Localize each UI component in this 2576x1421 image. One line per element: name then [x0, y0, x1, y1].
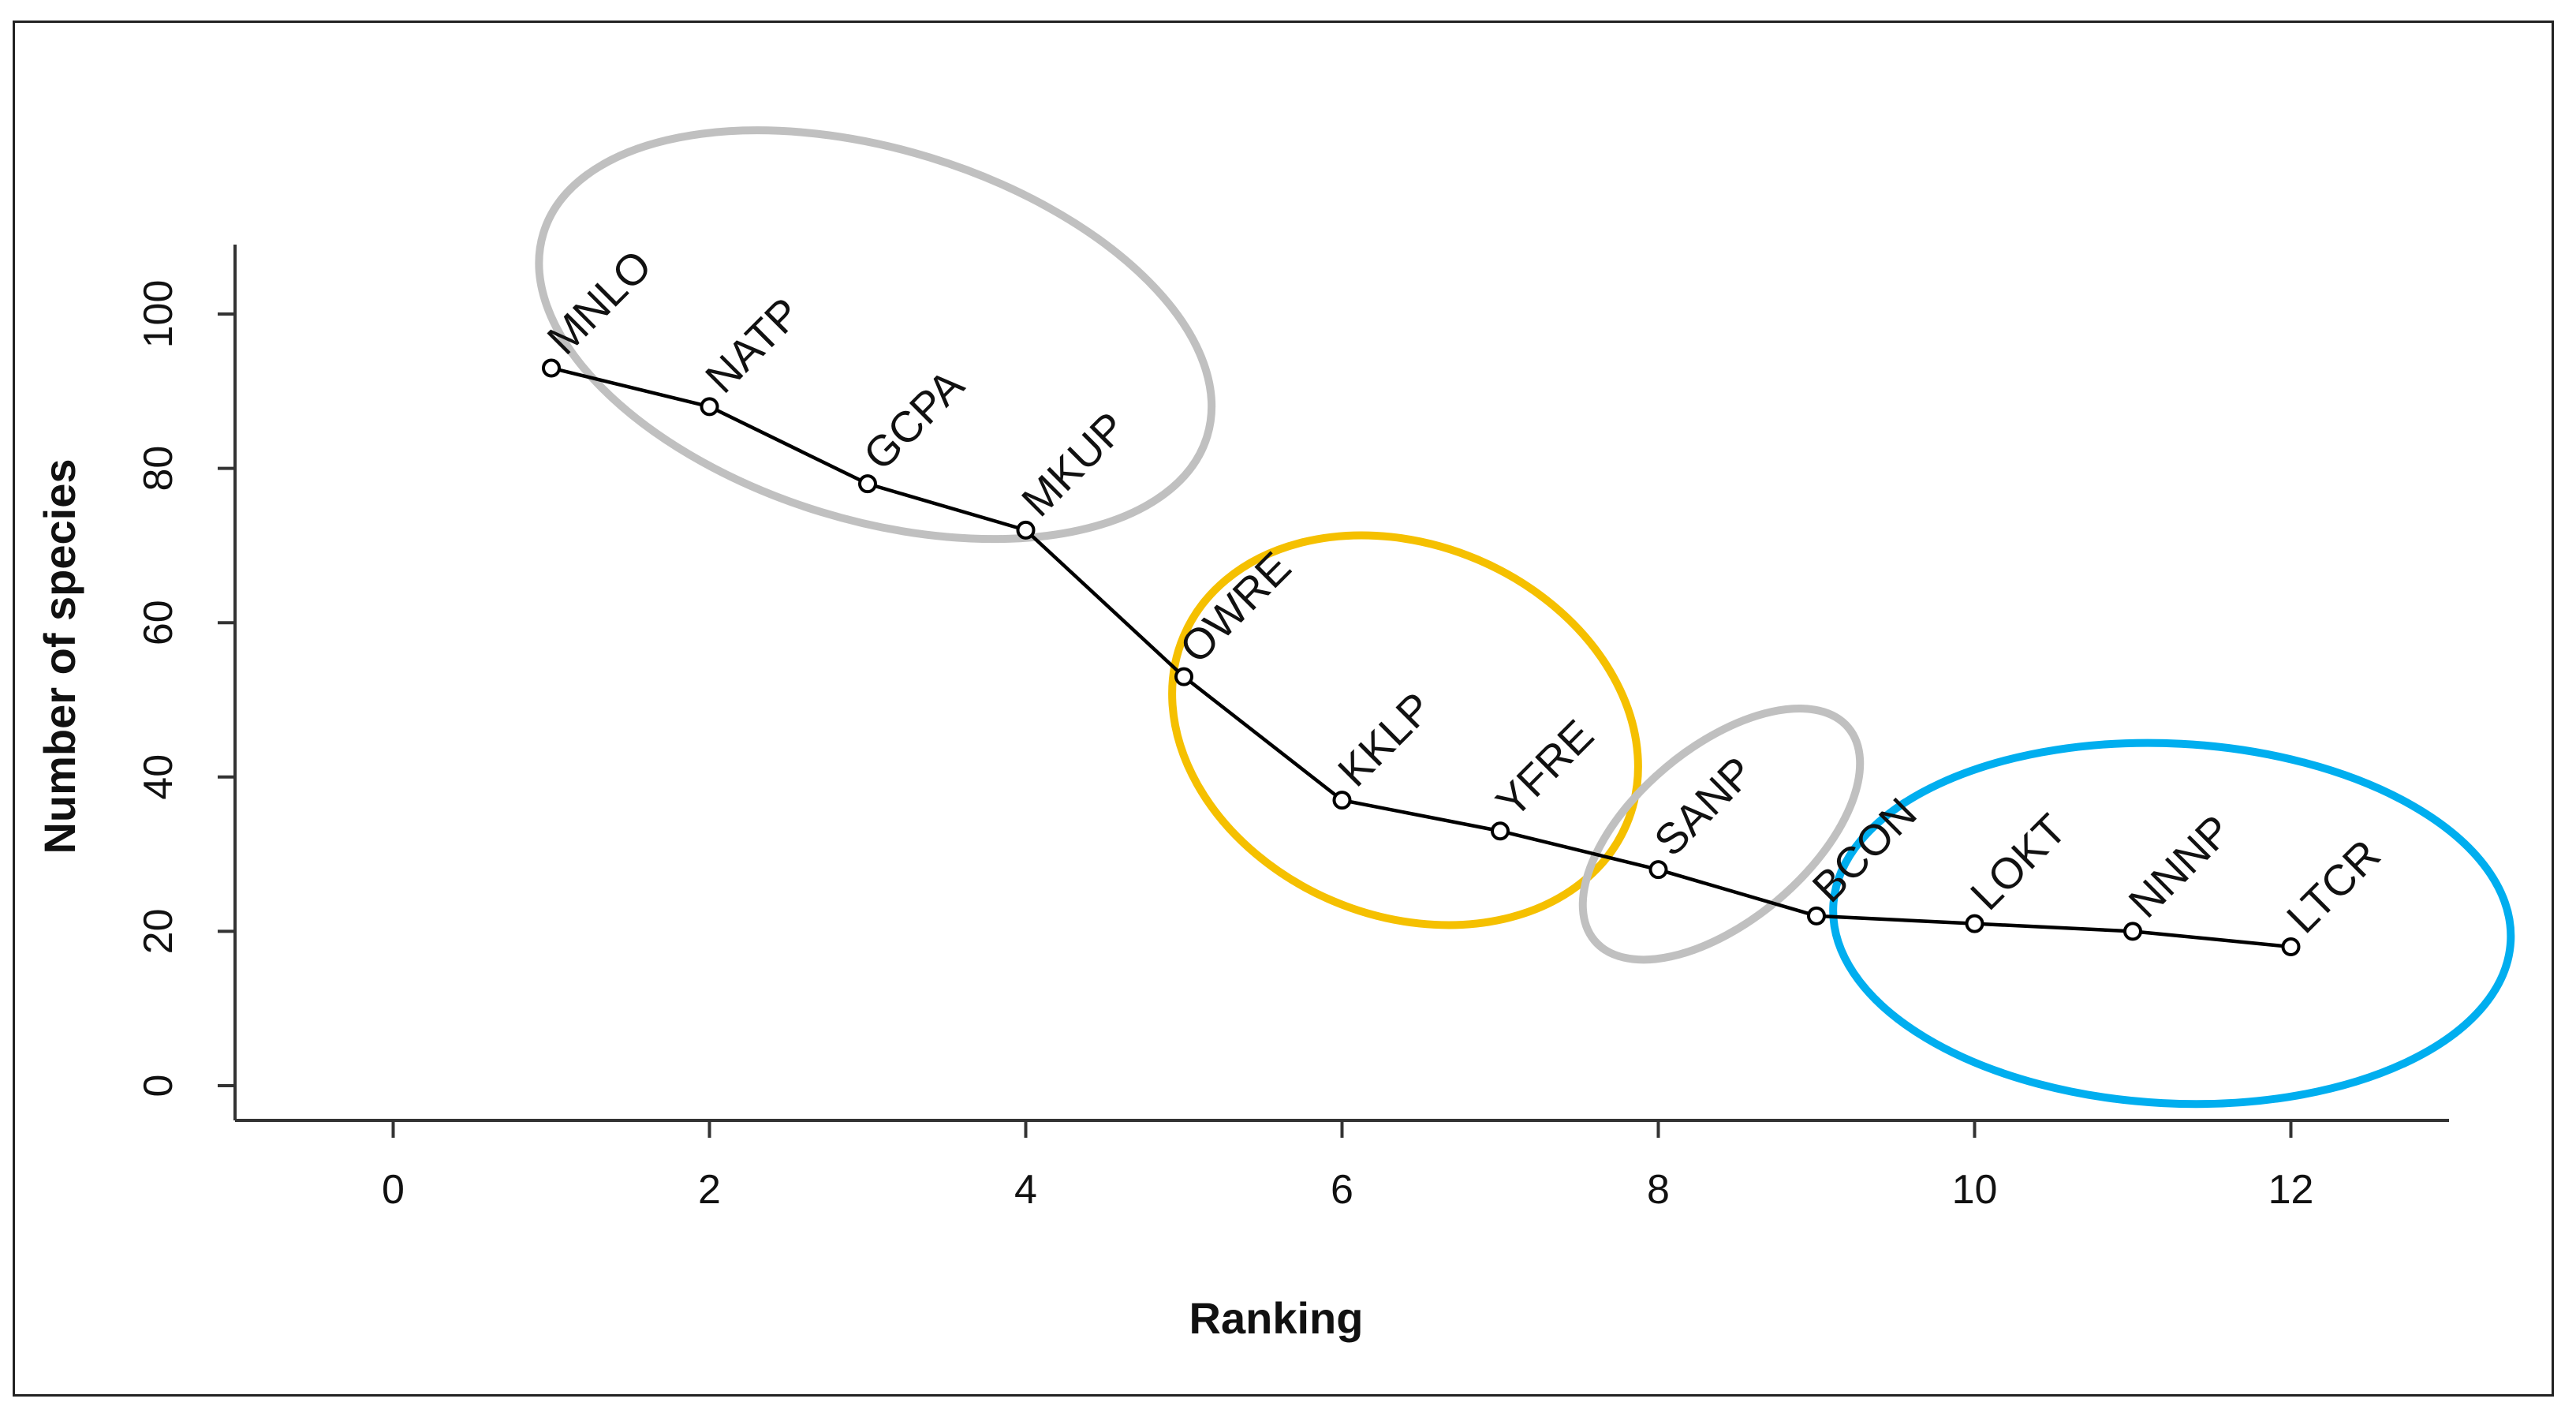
- series-line: [551, 366, 2291, 949]
- y-tick-label: 80: [136, 446, 181, 492]
- data-point: [1332, 791, 1352, 810]
- data-point: [1016, 520, 1036, 540]
- point-label: LOKT: [1961, 805, 2075, 919]
- axes: [233, 245, 2449, 1122]
- data-point: [1965, 914, 1984, 933]
- data-point: [700, 397, 719, 417]
- y-tick-label: 60: [136, 600, 181, 645]
- x-tick-label: 4: [1014, 1167, 1037, 1213]
- group-ellipse-2: [1168, 531, 1642, 929]
- data-point: [1491, 821, 1510, 841]
- y-ticks: 0 20 40 60 80 100: [136, 280, 235, 1098]
- x-tick-label: 0: [382, 1167, 405, 1213]
- point-label: MNLO: [538, 241, 661, 364]
- point-label: NNNP: [2119, 806, 2241, 927]
- point-label: OWRE: [1170, 542, 1301, 672]
- point-label: SANP: [1645, 747, 1763, 866]
- x-tick-label: 12: [2268, 1167, 2314, 1213]
- x-tick-label: 8: [1647, 1167, 1670, 1213]
- data-point: [1807, 906, 1826, 926]
- point-label: KKLP: [1328, 682, 1441, 795]
- point-label: GCPA: [854, 360, 973, 479]
- point-label: MKUP: [1012, 402, 1135, 525]
- group-ellipse-3: [1578, 705, 1865, 964]
- group-ellipse-4: [1829, 739, 2515, 1109]
- x-ticks: 0 2 4 6 8 10 12: [382, 1120, 2313, 1213]
- point-label: YFRE: [1487, 710, 1603, 827]
- data-point: [1174, 667, 1193, 686]
- y-axis-title: Number of species: [35, 458, 84, 854]
- point-label: NATP: [696, 288, 810, 402]
- group-ellipses: [535, 126, 2515, 1109]
- series: [542, 358, 2301, 956]
- x-tick-label: 2: [698, 1167, 721, 1213]
- data-point: [858, 474, 877, 494]
- point-label: LTCR: [2277, 830, 2390, 943]
- y-tick-label: 20: [136, 908, 181, 954]
- y-tick-label: 0: [136, 1075, 181, 1098]
- x-tick-label: 10: [1952, 1167, 1998, 1213]
- y-tick-label: 100: [136, 280, 181, 349]
- data-point: [2123, 922, 2142, 941]
- chart-frame: [13, 21, 2554, 1397]
- group-ellipse-1: [535, 126, 1216, 544]
- data-point: [1648, 860, 1668, 880]
- x-axis-title: Ranking: [1189, 1293, 1364, 1343]
- x-tick-label: 6: [1331, 1167, 1353, 1213]
- data-point: [542, 358, 561, 378]
- y-tick-label: 40: [136, 754, 181, 800]
- data-point: [2281, 937, 2301, 956]
